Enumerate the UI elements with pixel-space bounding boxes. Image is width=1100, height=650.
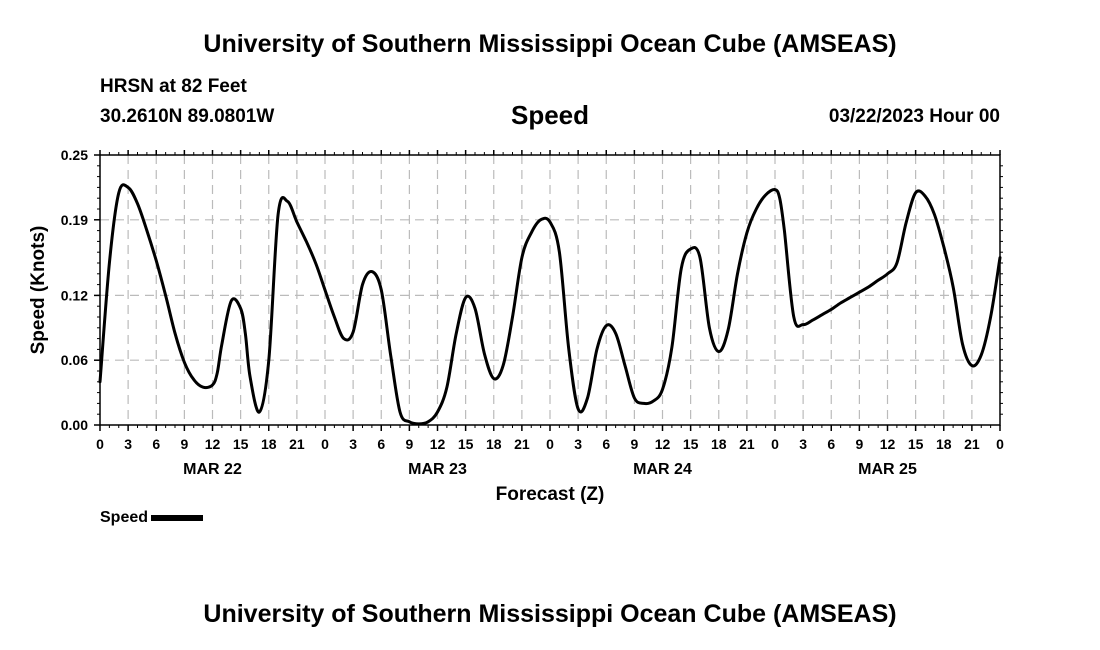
x-tick-label: 15 bbox=[908, 436, 924, 452]
x-tick-label: 6 bbox=[827, 436, 835, 452]
x-axis-title: Forecast (Z) bbox=[496, 484, 605, 505]
x-tick-label: 15 bbox=[233, 436, 249, 452]
station-label: HRSN at 82 Feet bbox=[100, 76, 247, 97]
y-tick-label: 0.00 bbox=[61, 417, 88, 433]
x-tick-label: 3 bbox=[349, 436, 357, 452]
forecast-date: 03/22/2023 Hour 00 bbox=[828, 106, 1000, 127]
x-tick-label: 0 bbox=[96, 436, 104, 452]
axis-labels: 0.00 0.06 0.12 0.19 0.25 0 3 6 9 12 15 18 21 0 3 6 9 12 15… bbox=[61, 147, 1004, 478]
x-tick-label: 0 bbox=[996, 436, 1004, 452]
speed-series-line bbox=[98, 183, 1002, 426]
y-axis-title: Speed (Knots) bbox=[28, 226, 49, 355]
x-tick-label: 3 bbox=[124, 436, 132, 452]
y-tick-label: 0.19 bbox=[61, 212, 88, 228]
chart-main-title: University of Southern Mississippi Ocean… bbox=[203, 30, 897, 58]
x-tick-label: 0 bbox=[546, 436, 554, 452]
day-label: MAR 22 bbox=[183, 461, 242, 478]
x-tick-label: 21 bbox=[289, 436, 305, 452]
legend-label: Speed bbox=[100, 509, 149, 526]
y-tick-label: 0.12 bbox=[61, 287, 88, 303]
x-tick-label: 12 bbox=[205, 436, 221, 452]
station-coords: 30.2610N 89.0801W bbox=[100, 106, 275, 127]
axis-ticks bbox=[94, 150, 1003, 431]
x-tick-label: 9 bbox=[630, 436, 638, 452]
x-tick-label: 15 bbox=[683, 436, 699, 452]
x-tick-label: 6 bbox=[152, 436, 160, 452]
x-tick-label: 18 bbox=[486, 436, 502, 452]
x-tick-label: 21 bbox=[964, 436, 980, 452]
x-tick-label: 21 bbox=[514, 436, 530, 452]
day-label: MAR 25 bbox=[858, 461, 917, 478]
x-tick-label: 15 bbox=[458, 436, 474, 452]
legend-swatch bbox=[151, 515, 204, 521]
x-tick-label: 12 bbox=[880, 436, 896, 452]
x-tick-label: 3 bbox=[799, 436, 807, 452]
y-tick-label: 0.25 bbox=[61, 147, 88, 163]
chart-footer-title: University of Southern Mississippi Ocean… bbox=[203, 600, 897, 628]
x-tick-label: 21 bbox=[739, 436, 755, 452]
x-tick-label: 9 bbox=[405, 436, 413, 452]
x-tick-label: 0 bbox=[321, 436, 329, 452]
day-label: MAR 23 bbox=[408, 461, 467, 478]
day-label: MAR 24 bbox=[633, 461, 692, 478]
x-tick-label: 6 bbox=[602, 436, 610, 452]
x-tick-label: 12 bbox=[430, 436, 446, 452]
x-tick-label: 18 bbox=[711, 436, 727, 452]
x-tick-label: 0 bbox=[771, 436, 779, 452]
legend: Speed bbox=[100, 509, 204, 527]
x-tick-label: 18 bbox=[261, 436, 277, 452]
x-tick-label: 9 bbox=[180, 436, 188, 452]
x-tick-label: 18 bbox=[936, 436, 952, 452]
y-tick-label: 0.06 bbox=[61, 352, 88, 368]
x-tick-label: 9 bbox=[855, 436, 863, 452]
x-tick-label: 12 bbox=[655, 436, 671, 452]
x-tick-label: 6 bbox=[377, 436, 385, 452]
chart-title: Speed bbox=[510, 100, 590, 130]
x-tick-label: 3 bbox=[574, 436, 582, 452]
